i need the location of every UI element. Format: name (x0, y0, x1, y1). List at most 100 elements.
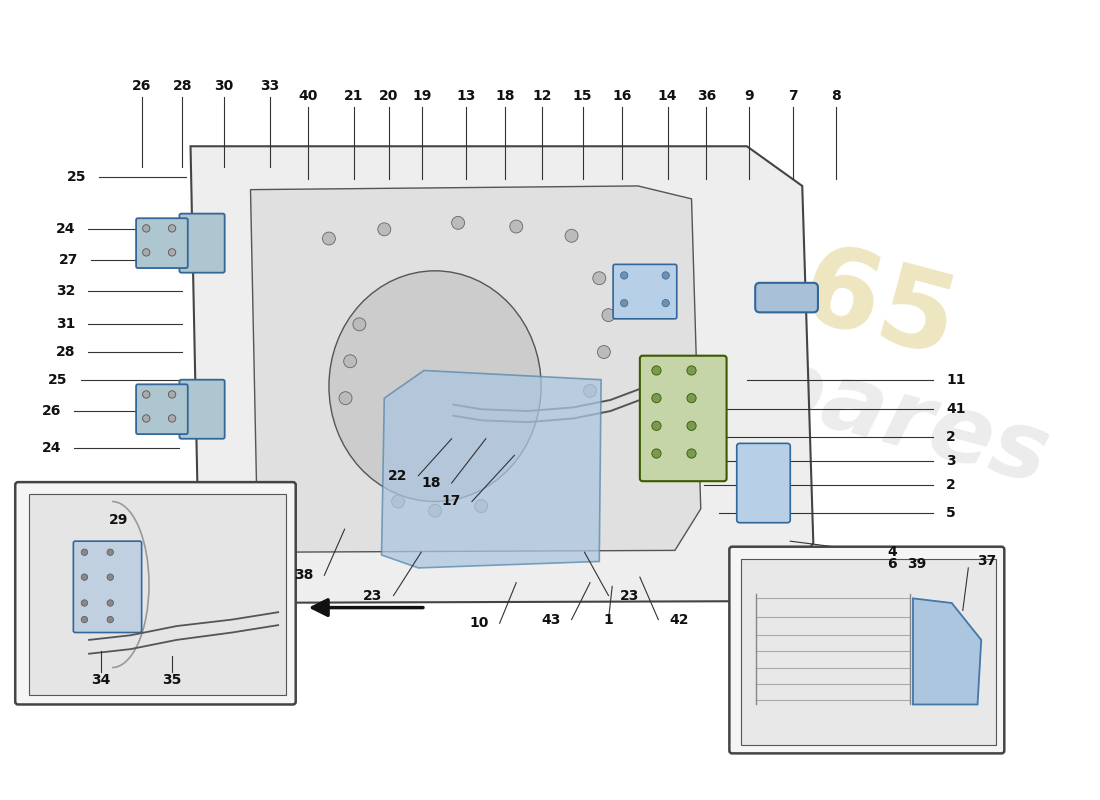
Text: 22: 22 (388, 469, 407, 482)
Circle shape (584, 384, 596, 398)
Text: 14: 14 (658, 89, 678, 102)
Circle shape (602, 309, 615, 322)
Circle shape (686, 422, 696, 430)
Text: 41: 41 (946, 402, 966, 416)
Circle shape (392, 495, 405, 508)
Text: 5: 5 (946, 506, 956, 519)
Circle shape (143, 390, 150, 398)
Polygon shape (741, 558, 996, 745)
Circle shape (143, 249, 150, 256)
Polygon shape (913, 598, 981, 705)
FancyBboxPatch shape (640, 356, 727, 481)
Circle shape (475, 500, 487, 513)
Text: 16: 16 (613, 89, 632, 102)
Text: 30: 30 (214, 79, 233, 94)
Text: 39: 39 (908, 558, 926, 571)
Circle shape (509, 220, 522, 233)
FancyBboxPatch shape (136, 218, 188, 268)
Polygon shape (190, 146, 813, 603)
Text: 18: 18 (421, 476, 441, 490)
Circle shape (143, 414, 150, 422)
Circle shape (652, 449, 661, 458)
Text: 25: 25 (48, 373, 68, 386)
Circle shape (107, 549, 113, 555)
Circle shape (686, 449, 696, 458)
Text: 2: 2 (946, 478, 956, 492)
Text: 29: 29 (109, 513, 129, 527)
Polygon shape (251, 186, 701, 552)
Circle shape (81, 574, 88, 580)
FancyBboxPatch shape (737, 443, 790, 522)
Text: 18: 18 (495, 89, 515, 102)
Circle shape (168, 414, 176, 422)
FancyBboxPatch shape (179, 214, 224, 273)
FancyBboxPatch shape (613, 264, 676, 319)
Circle shape (343, 354, 356, 368)
Text: 34: 34 (91, 674, 111, 687)
Circle shape (81, 549, 88, 555)
Text: 32: 32 (56, 284, 75, 298)
Text: 7: 7 (789, 89, 797, 102)
Circle shape (107, 574, 113, 580)
Text: 8: 8 (832, 89, 842, 102)
Circle shape (168, 390, 176, 398)
Circle shape (597, 346, 611, 358)
Text: passion for parts: passion for parts (514, 358, 689, 423)
Text: 11: 11 (946, 373, 966, 386)
Circle shape (452, 216, 464, 230)
Text: 1: 1 (604, 613, 614, 626)
Polygon shape (29, 494, 286, 695)
Text: 23: 23 (363, 589, 383, 602)
Polygon shape (382, 370, 601, 568)
Circle shape (81, 600, 88, 606)
Circle shape (107, 616, 113, 623)
Text: 20: 20 (379, 89, 398, 102)
Circle shape (143, 225, 150, 232)
FancyBboxPatch shape (179, 380, 224, 438)
Circle shape (620, 299, 628, 307)
Text: 25: 25 (67, 170, 86, 184)
Circle shape (662, 272, 670, 279)
FancyBboxPatch shape (74, 541, 142, 633)
Text: 15: 15 (573, 89, 593, 102)
Text: 4: 4 (887, 546, 896, 559)
Circle shape (339, 392, 352, 405)
FancyBboxPatch shape (756, 283, 818, 312)
Text: 6: 6 (887, 558, 896, 571)
Text: 1065: 1065 (641, 198, 967, 381)
Text: 24: 24 (42, 441, 62, 455)
Ellipse shape (329, 271, 541, 502)
Circle shape (377, 223, 390, 236)
Text: 26: 26 (132, 79, 152, 94)
Circle shape (81, 616, 88, 623)
Circle shape (686, 394, 696, 402)
Text: 9: 9 (744, 89, 754, 102)
Text: 3: 3 (946, 454, 956, 468)
Text: 28: 28 (173, 79, 192, 94)
Text: 31: 31 (56, 318, 75, 331)
Circle shape (652, 422, 661, 430)
Text: 38: 38 (294, 568, 313, 582)
Circle shape (322, 232, 335, 245)
Text: 2: 2 (946, 430, 956, 444)
Circle shape (686, 366, 696, 375)
Text: 17: 17 (441, 494, 461, 509)
Circle shape (565, 230, 578, 242)
Text: 26: 26 (42, 404, 62, 418)
Circle shape (429, 504, 441, 517)
Circle shape (620, 272, 628, 279)
Text: Eurospares: Eurospares (458, 260, 1058, 503)
Circle shape (652, 366, 661, 375)
FancyBboxPatch shape (15, 482, 296, 705)
Text: 21: 21 (344, 89, 364, 102)
Text: 35: 35 (163, 674, 182, 687)
FancyBboxPatch shape (729, 546, 1004, 754)
Text: 24: 24 (56, 222, 75, 236)
Circle shape (107, 600, 113, 606)
Text: 42: 42 (670, 613, 689, 626)
Text: 13: 13 (456, 89, 476, 102)
Text: 40: 40 (298, 89, 318, 102)
Text: 23: 23 (619, 589, 639, 602)
Text: 12: 12 (532, 89, 552, 102)
Circle shape (652, 394, 661, 402)
